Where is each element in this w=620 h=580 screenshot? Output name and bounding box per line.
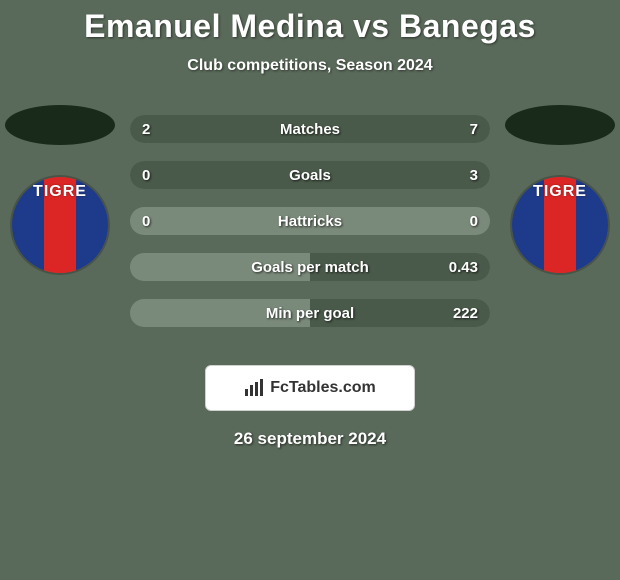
- avatar-oval-left: [5, 105, 115, 145]
- container: Emanuel Medina vs Banegas Club competiti…: [0, 0, 620, 580]
- brand-box: FcTables.com: [205, 365, 415, 411]
- subtitle: Club competitions, Season 2024: [0, 57, 620, 75]
- stat-row: 222Min per goal: [130, 299, 490, 327]
- stat-row: 0.43Goals per match: [130, 253, 490, 281]
- date-text: 26 september 2024: [0, 429, 620, 449]
- page-title: Emanuel Medina vs Banegas: [0, 8, 620, 45]
- stat-label: Goals: [130, 161, 490, 189]
- club-name-right: TIGRE: [512, 183, 608, 201]
- stat-row: 00Hattricks: [130, 207, 490, 235]
- club-name-left: TIGRE: [12, 183, 108, 201]
- main-area: TIGRE TIGRE 27Matches 03Goals 00Hattricks 0…: [0, 105, 620, 355]
- stat-row: 03Goals: [130, 161, 490, 189]
- stat-row: 27Matches: [130, 115, 490, 143]
- stat-label: Goals per match: [130, 253, 490, 281]
- club-badge-right: TIGRE: [510, 175, 610, 275]
- stat-label: Min per goal: [130, 299, 490, 327]
- club-badge-left: TIGRE: [10, 175, 110, 275]
- brand-chart-icon: [244, 379, 264, 397]
- brand-text: FcTables.com: [270, 379, 376, 397]
- avatar-oval-right: [505, 105, 615, 145]
- stat-label: Hattricks: [130, 207, 490, 235]
- stat-label: Matches: [130, 115, 490, 143]
- player-right: TIGRE: [500, 105, 620, 275]
- player-left: TIGRE: [0, 105, 120, 275]
- stats-list: 27Matches 03Goals 00Hattricks 0.43Goals per…: [130, 115, 490, 345]
